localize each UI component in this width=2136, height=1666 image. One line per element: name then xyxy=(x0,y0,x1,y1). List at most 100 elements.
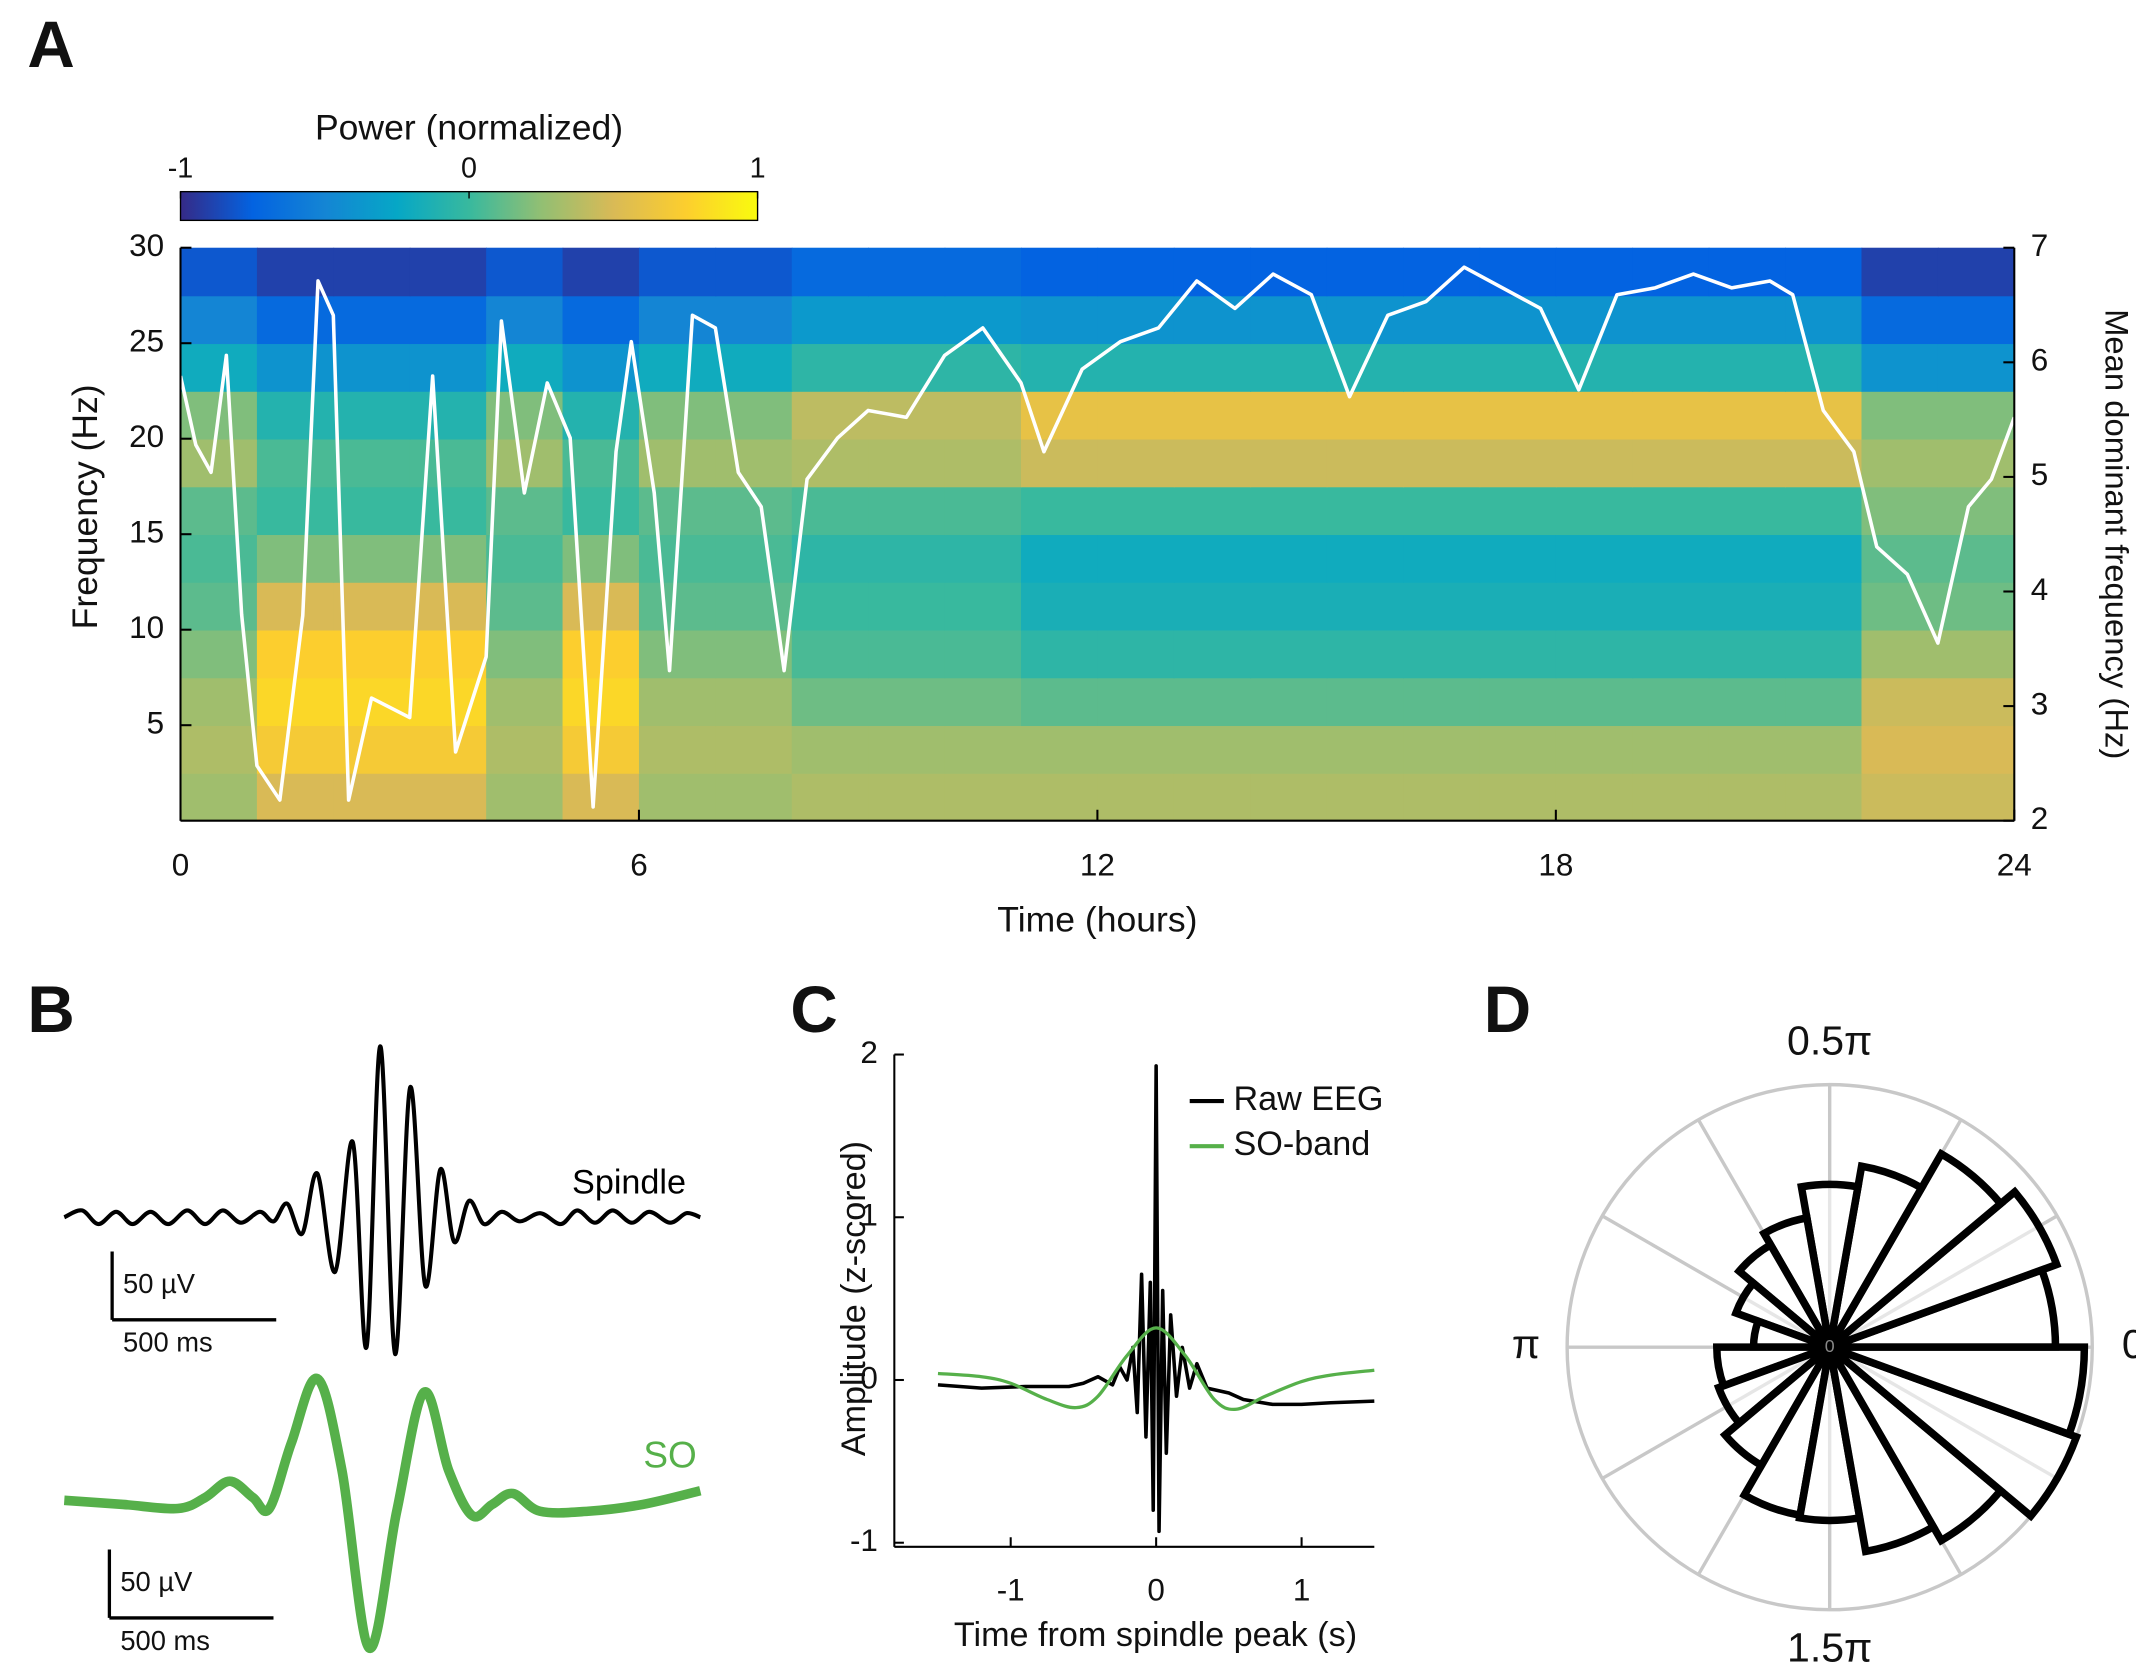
polar-theta-label: 0 xyxy=(2122,1321,2136,1367)
heatmap-cell xyxy=(256,295,335,345)
heatmap-cell xyxy=(1250,438,1328,488)
heatmap-cell xyxy=(1785,772,1863,821)
heatmap-cell xyxy=(1861,438,1939,488)
heatmap-cell xyxy=(868,295,946,345)
heatmap-cell xyxy=(1479,534,1557,583)
heatmap-cell xyxy=(1020,581,1099,631)
heatmap-cell xyxy=(1937,486,2015,536)
heatmap-cell xyxy=(715,581,793,631)
heatmap-cell xyxy=(715,677,793,727)
heatmap-cell xyxy=(715,247,793,297)
trace-label: SO xyxy=(643,1435,696,1476)
dominant-frequency-line xyxy=(178,265,2016,809)
colorbar-tick-label: -1 xyxy=(168,152,194,184)
heatmap-cell xyxy=(1326,295,1404,345)
series-line xyxy=(937,1326,1375,1412)
heatmap-cell xyxy=(715,772,793,821)
heatmap-cell xyxy=(486,677,564,727)
heatmap-cell xyxy=(1097,247,1175,297)
heatmap-cell xyxy=(1173,390,1252,440)
heatmap-cell xyxy=(1326,486,1404,536)
heatmap-cell xyxy=(1555,534,1634,583)
heatmap-cell xyxy=(486,438,564,488)
heatmap-cell xyxy=(1020,629,1099,679)
heatmap-cell xyxy=(944,581,1022,631)
heatmap-cell xyxy=(1632,725,1710,774)
legend-label: Raw EEG xyxy=(1233,1080,1383,1118)
heatmap-cell xyxy=(1479,629,1557,679)
y2-tick-label: 3 xyxy=(2031,686,2048,721)
heatmap-cell xyxy=(1861,486,1939,536)
heatmap-cell xyxy=(1479,486,1557,536)
polar-bar xyxy=(1828,1343,2089,1440)
colorbar-label: Power (normalized) xyxy=(315,108,623,148)
heatmap-cell xyxy=(944,534,1022,583)
heatmap-cell xyxy=(1937,725,2015,774)
trace-line xyxy=(63,1373,702,1653)
heatmap-cell xyxy=(944,486,1022,536)
heatmap-cell xyxy=(1250,247,1328,297)
heatmap-cell xyxy=(638,772,717,821)
polar-r-tick-label: 0 xyxy=(1825,1336,1835,1356)
y2-tick-label: 6 xyxy=(2031,343,2048,378)
heatmap-cell xyxy=(180,534,258,583)
heatmap-cell xyxy=(256,343,335,392)
y-tick-label: 25 xyxy=(129,324,164,359)
heatmap-cell xyxy=(409,295,487,345)
heatmap-cell xyxy=(1097,772,1175,821)
heatmap-cell xyxy=(868,247,946,297)
heatmap-cell xyxy=(791,390,869,440)
heatmap-cell xyxy=(1861,725,1939,774)
heatmap-cell xyxy=(1250,629,1328,679)
y2-tick-label: 7 xyxy=(2031,228,2048,263)
heatmap-cell xyxy=(1250,677,1328,727)
heatmap-cell xyxy=(1555,390,1634,440)
polar-bar xyxy=(1827,1186,2062,1351)
heatmap-cell xyxy=(1708,438,1786,488)
heatmap-cell xyxy=(486,581,564,631)
x-axis-label: Time (hours) xyxy=(997,899,1197,939)
scalebar-x-label: 500 ms xyxy=(120,1625,210,1656)
heatmap-cell xyxy=(638,725,717,774)
heatmap-cell xyxy=(409,247,487,297)
legend-label: SO-band xyxy=(1233,1125,1370,1163)
heatmap-cell xyxy=(1632,295,1710,345)
heatmap-cell xyxy=(409,677,487,727)
heatmap-cell xyxy=(944,247,1022,297)
heatmap-cell xyxy=(1479,438,1557,488)
y-tick-label: 15 xyxy=(129,515,164,550)
x-tick-label: 6 xyxy=(630,847,647,882)
heatmap-cell xyxy=(1173,677,1252,727)
panel-letter: D xyxy=(1484,973,1531,1046)
heatmap-cell xyxy=(1785,486,1863,536)
heatmap-cell xyxy=(180,581,258,631)
heatmap-cell xyxy=(1479,725,1557,774)
heatmap-cell xyxy=(1173,486,1252,536)
heatmap-cell xyxy=(791,677,869,727)
x-tick-label: 12 xyxy=(1080,847,1115,882)
heatmap-cell xyxy=(1861,581,1939,631)
heatmap-cell xyxy=(562,581,640,631)
y-axis-label: Amplitude (z-scored) xyxy=(835,1141,873,1456)
heatmap-cell xyxy=(1785,725,1863,774)
heatmap-cell xyxy=(1403,390,1481,440)
heatmap-cell xyxy=(1020,772,1099,821)
heatmap-cell xyxy=(333,438,411,488)
polar-bar xyxy=(1731,1277,1833,1351)
heatmap-cell xyxy=(1632,390,1710,440)
heatmap-cell xyxy=(180,295,258,345)
heatmap-cell xyxy=(1020,438,1099,488)
heatmap-cell xyxy=(1097,534,1175,583)
heatmap-cell xyxy=(1785,629,1863,679)
heatmap-cell xyxy=(562,247,640,297)
heatmap-cell xyxy=(638,295,717,345)
heatmap-cell xyxy=(1097,677,1175,727)
heatmap-cell xyxy=(1097,581,1175,631)
heatmap-cell xyxy=(868,772,946,821)
heatmap-cell xyxy=(486,772,564,821)
heatmap-cell xyxy=(1861,772,1939,821)
heatmap-cell xyxy=(256,486,335,536)
heatmap-cell xyxy=(944,725,1022,774)
heatmap-cell xyxy=(1250,486,1328,536)
